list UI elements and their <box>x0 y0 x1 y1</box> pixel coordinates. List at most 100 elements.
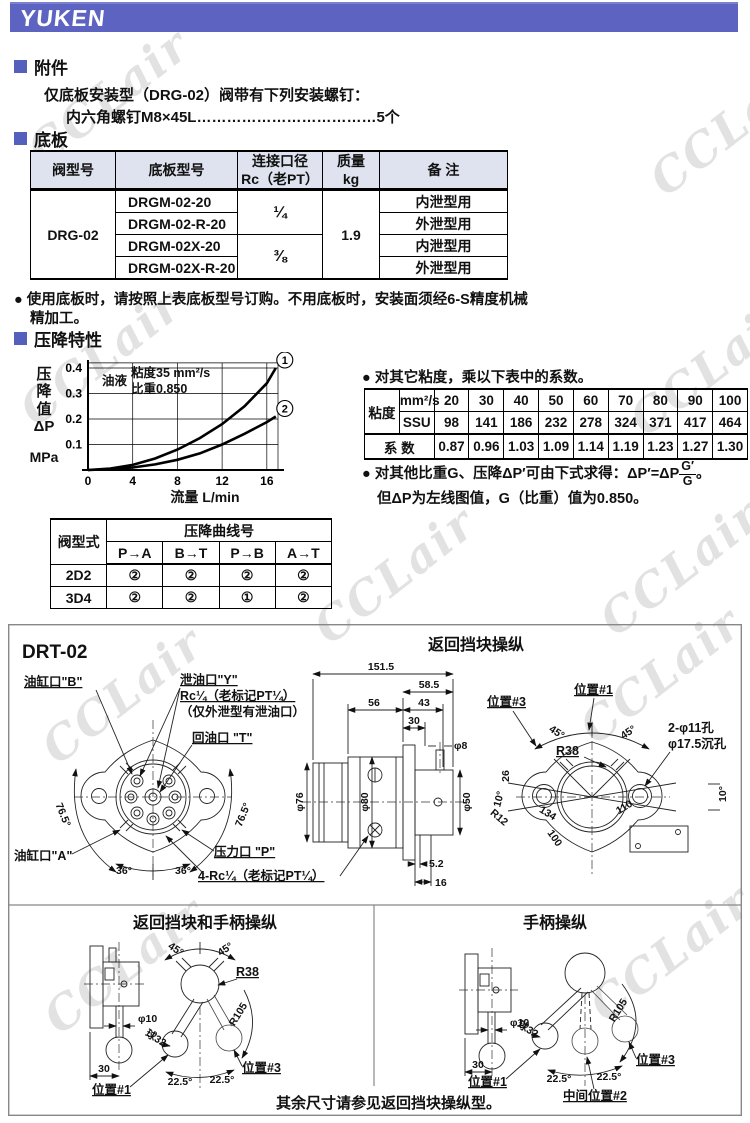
drawing-footnote: 其余尺寸请参见返回挡块操纵型。 <box>272 1092 506 1113</box>
col-header: 质量 kg <box>322 150 380 192</box>
chart-y-axis-label: 压 降 值 ΔP MPa <box>28 366 60 465</box>
dim-16: 16 <box>435 877 447 889</box>
dimension-drawings: DRT-02 返回挡块操纵 <box>8 624 742 1116</box>
drawing-border <box>8 624 742 1116</box>
dim-phi10: φ10 <box>138 1013 157 1025</box>
dim-100: 100 <box>545 828 565 849</box>
angle-dim: 76.5° <box>233 801 253 828</box>
table-cell: ② <box>274 563 333 587</box>
annotation-line1: 粘度35 mm²/s <box>131 366 211 380</box>
table-cell: 30 <box>468 388 505 412</box>
y-label-char: 压 <box>36 366 52 383</box>
col-header: P→A <box>106 541 164 565</box>
table-cell: ② <box>106 563 164 587</box>
watermark: CCLair <box>639 47 750 207</box>
position-1-label: 位置#1 <box>574 682 613 697</box>
table-header-row: P→A B→T P→B A→T <box>51 541 333 565</box>
holes-label-2: φ17.5沉孔 <box>668 736 727 751</box>
r38-dim: R38 <box>236 965 259 979</box>
dim-26: 26 <box>500 770 512 782</box>
col-header: B→T <box>162 541 220 565</box>
port-t-label: 回油口 "T" <box>192 730 253 745</box>
dim-110: 110 <box>614 798 635 817</box>
table-cell: 1.03 <box>503 433 540 460</box>
position-3-label: 位置#3 <box>487 694 526 709</box>
formula-line2: 但ΔP为左线图值，G（比重）值为0.850。 <box>377 490 648 507</box>
section-title: 压降特性 <box>34 331 102 350</box>
viscosity-table: 粘度 mm²/s 20 30 40 50 60 70 80 90 100 SSU 98 141 186 232… <box>364 388 748 460</box>
watermark: CCLair <box>589 487 750 647</box>
angle-dim: 22.5° <box>210 1074 235 1086</box>
col-header: 阀型号 <box>30 150 116 192</box>
col-header: A→T <box>274 541 333 565</box>
table-row: 系 数 0.87 0.96 1.03 1.09 1.14 1.19 1.23 1.27 1.30 <box>364 433 748 460</box>
section-pressure-drop: 压降特性 <box>14 326 102 351</box>
table-cell: ① <box>218 586 276 609</box>
table-cell: 90 <box>677 388 714 412</box>
table-row: 3D4 ② ② ① ② <box>49 586 333 609</box>
table-cell: 1.09 <box>538 433 574 460</box>
port-a-label: 油缸口"A" <box>14 848 72 863</box>
front-view: 76.5° 76.5° 36° 36° 油缸口"B" 泄油口"Y" Rc¼（老标… <box>14 672 324 883</box>
valve-type-cell: 3D4 <box>49 586 108 609</box>
table-cell: 50 <box>538 388 574 412</box>
table-row: 2D2 ② ② ② ② <box>49 563 333 587</box>
port-p-label: 压力口 "P" <box>214 844 275 859</box>
valve-model-cell: DRG-02 <box>30 189 116 280</box>
stop-and-lever-view: 返回挡块和手柄操纵 φ10 30 45° 45° R38 <box>84 913 281 1097</box>
table-cell: ② <box>162 563 220 587</box>
table-cell: DRGM-02-R-20 <box>115 212 238 236</box>
dim-43: 43 <box>418 697 430 709</box>
table-row: DRGM-02X-R-20 外泄型用 <box>31 256 508 280</box>
unit-header: SSU <box>398 411 435 435</box>
table-cell: 186 <box>503 411 540 435</box>
angle-dim: 76.5° <box>53 801 73 828</box>
subplate-note-line2: 精加工。 <box>30 311 88 327</box>
col-header: 底板型号 <box>115 150 238 192</box>
table-row: 粘度 mm²/s 20 30 40 50 60 70 80 90 100 <box>364 388 748 435</box>
svg-text:0.3: 0.3 <box>65 387 82 401</box>
table-cell: 141 <box>468 411 505 435</box>
dim-151-5: 151.5 <box>368 661 394 673</box>
dim-phi80: φ80 <box>359 792 371 811</box>
table-cell: 外泄型用 <box>379 256 508 280</box>
table-cell: 60 <box>572 388 609 412</box>
table-row: DRG-02 DRGM-02-20 ¼ 1.9 内泄型用 <box>30 189 508 280</box>
col-header: 阀型式 <box>49 518 108 565</box>
angle-dim: 45° <box>618 723 638 742</box>
dim-5-2: 5.2 <box>429 858 444 870</box>
position-1-label: 位置#1 <box>92 1082 131 1097</box>
valve-type-cell: 2D2 <box>49 563 108 587</box>
svg-text:1: 1 <box>282 355 288 367</box>
row-header: 系 数 <box>364 433 435 460</box>
r38-dim: R38 <box>556 744 579 758</box>
subplate-table: 阀型号 底板型号 连接口径 Rc（老PT） 质量 kg 备 注 DRG-02 DRG… <box>30 150 508 281</box>
view-title: 返回挡块和手柄操纵 <box>133 913 277 932</box>
group-header: 压降曲线号 <box>106 518 332 542</box>
table-cell: 1.30 <box>712 433 748 460</box>
model-label: DRT-02 <box>22 642 87 663</box>
port-b-label: 油缸口"B" <box>24 674 82 689</box>
table-cell: ② <box>162 586 220 609</box>
position-3-label: 位置#3 <box>242 1060 281 1075</box>
accessories-line1: 仅底板安装型（DRG-02）阀带有下列安装螺钉： <box>44 87 370 104</box>
annotation-prefix: 油液 <box>102 373 128 388</box>
y-label-unit: MPa <box>29 449 59 465</box>
table-cell: 1.23 <box>642 433 679 460</box>
table-cell: 80 <box>642 388 679 412</box>
ports <box>119 762 187 832</box>
y-label-char: ΔP <box>33 417 55 435</box>
accessories-line2: 内六角螺钉M8×45L………………………………5个 <box>66 109 400 126</box>
table-cell: 1.27 <box>677 433 714 460</box>
table-cell: 278 <box>572 411 609 435</box>
table-cell: 70 <box>607 388 644 412</box>
table-cell: 0.87 <box>433 433 470 460</box>
table-cell: 内泄型用 <box>379 234 508 258</box>
rear-view: 45° 45° 位置#1 位置#3 R38 2-φ11孔 φ17.5沉孔 26 … <box>487 682 729 874</box>
table-cell: 0.96 <box>468 433 505 460</box>
dim-30: 30 <box>98 1063 110 1075</box>
position-2-label: 中间位置#2 <box>563 1088 627 1103</box>
col-header: 备 注 <box>379 150 508 192</box>
section-bullet-icon <box>14 132 27 145</box>
table-cell: 100 <box>712 388 748 412</box>
